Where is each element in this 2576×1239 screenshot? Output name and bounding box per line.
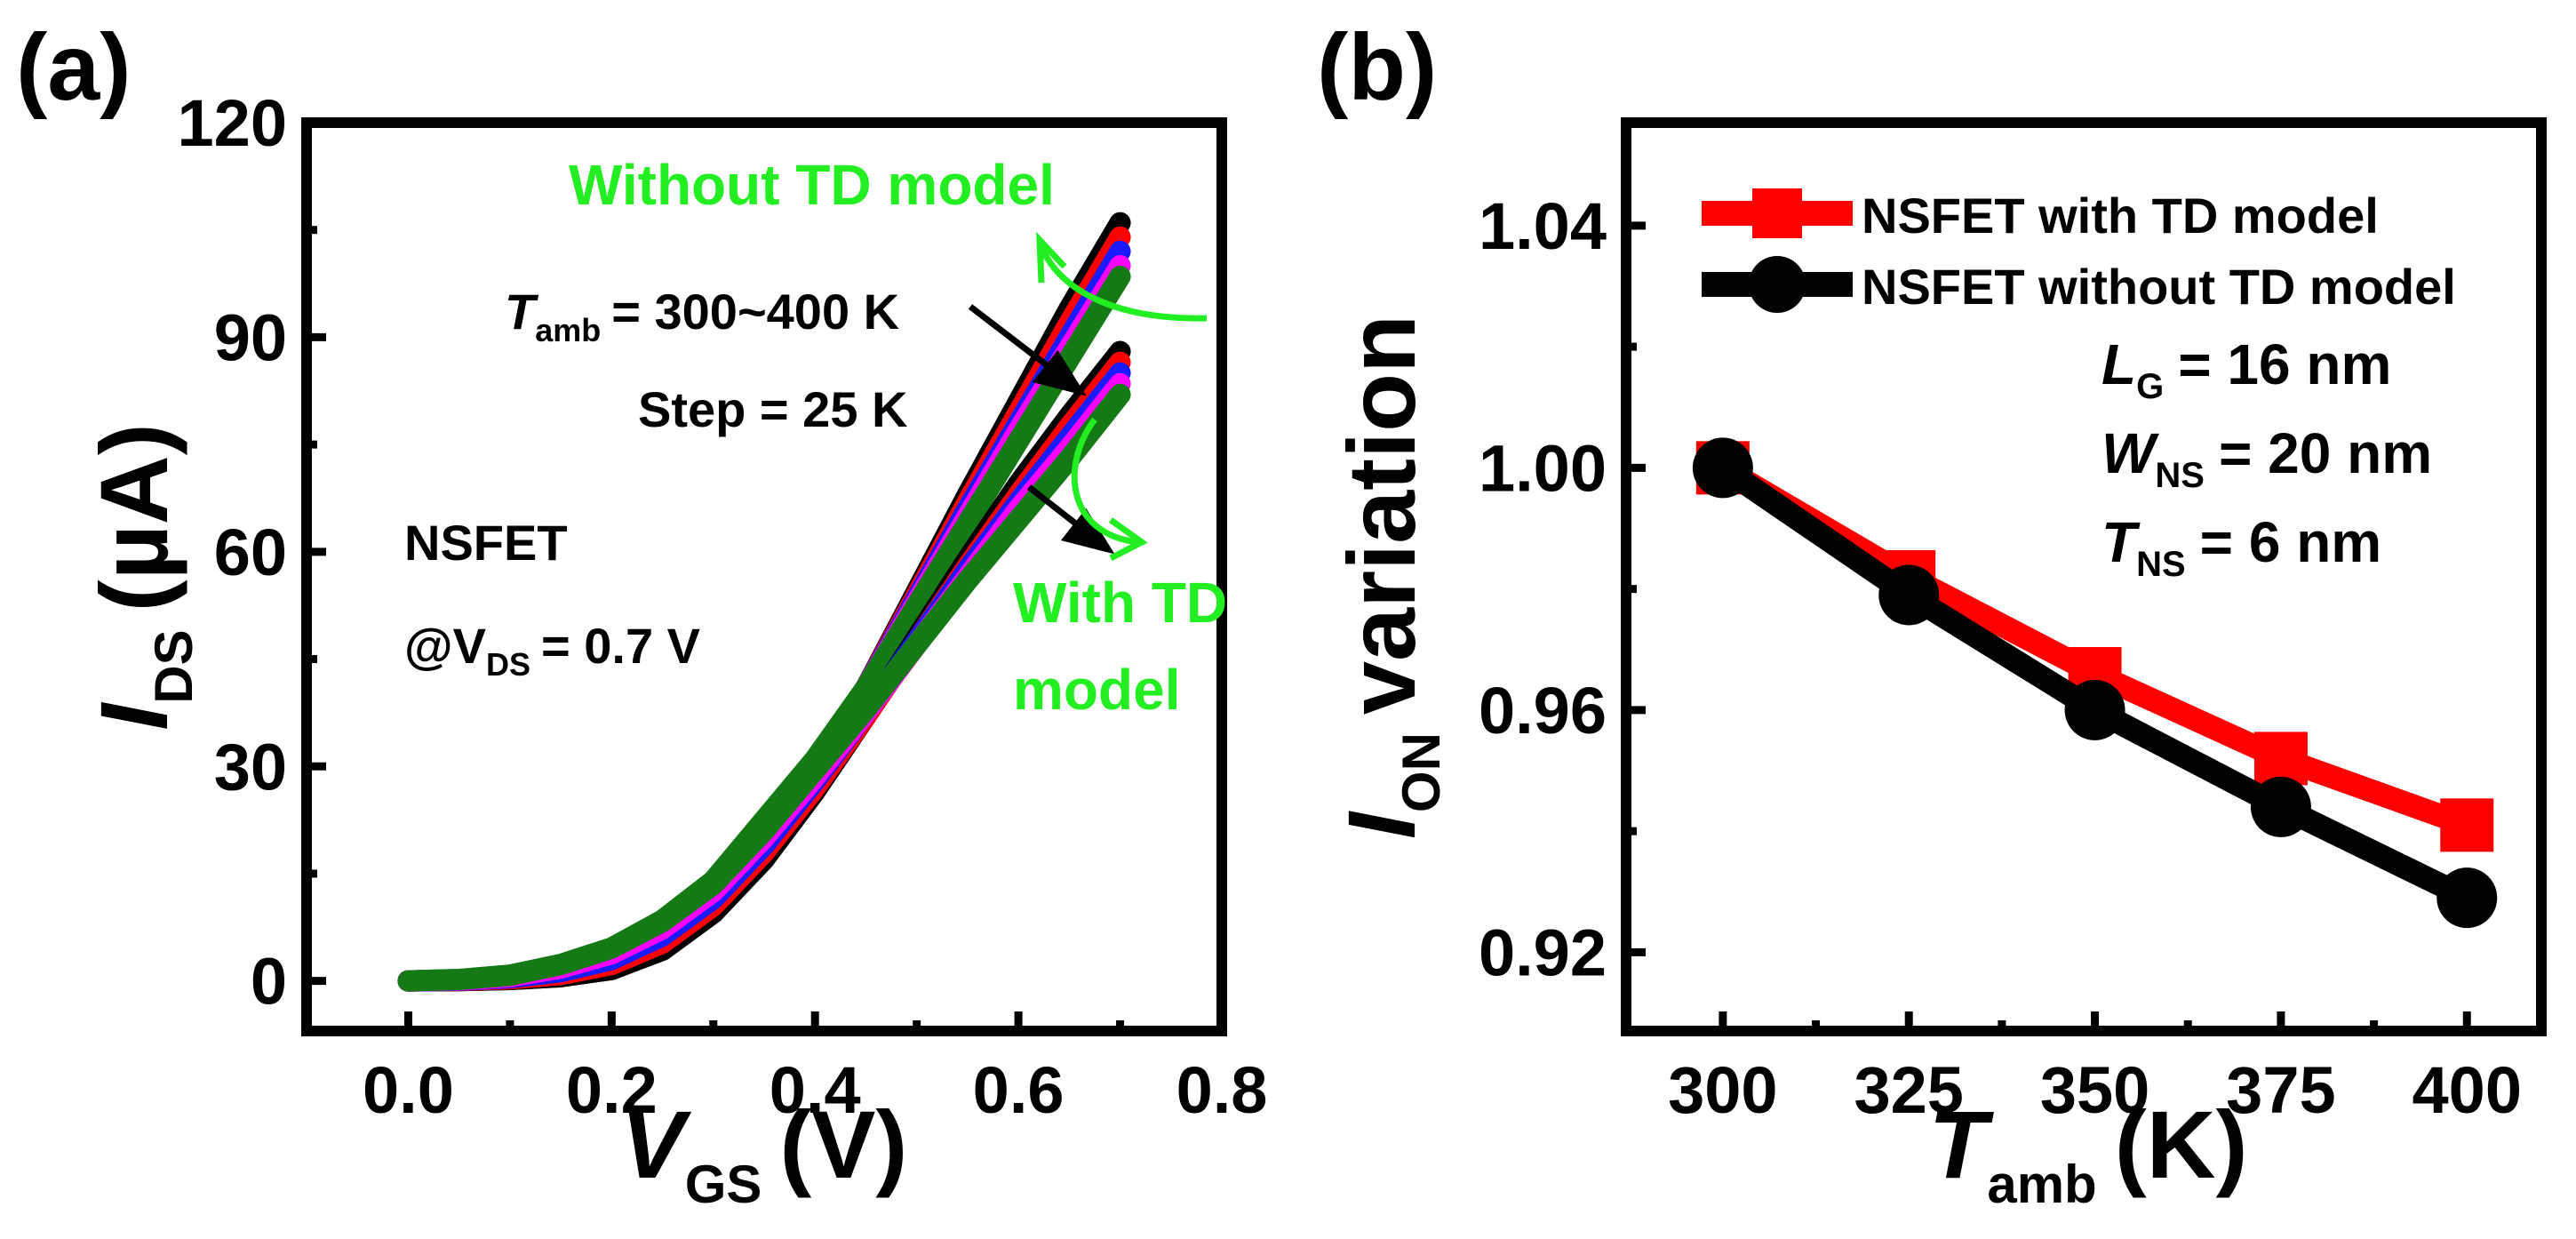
panel-a-y-tick-label: 30 <box>214 730 287 803</box>
green-arrowhead-with-td <box>1108 517 1148 562</box>
ion-point-series-1 <box>1692 437 1753 499</box>
panel-a-y-tick-label: 60 <box>214 516 287 589</box>
panel-a-frame <box>301 117 1227 1036</box>
step-annotation: Step = 25 K <box>638 381 907 437</box>
arrows-a <box>968 304 1115 555</box>
panel-b: (b) 300 325 350 375 400 0.92 0.96 1.00 1.04 Tamb… <box>1317 15 2547 1214</box>
panel-b-y-tick-label: 0.92 <box>1479 915 1607 989</box>
lg-parameter: LG = 16 nm <box>2101 332 2391 406</box>
ion-point-series-1 <box>1878 564 1940 626</box>
panel-a-x-tick-label: 0.0 <box>363 1053 454 1127</box>
panel-a-x-tick-label: 0.2 <box>566 1053 658 1127</box>
ion-point-series-0 <box>2440 798 2494 852</box>
legend-label-without-td: NSFET without TD model <box>1862 259 2456 315</box>
green-arrow-without-td <box>1038 245 1208 322</box>
tamb-range-annotation: Tamb = 300~400 K <box>505 284 899 348</box>
panel-a-y-tick-label: 90 <box>214 300 287 374</box>
panel-a-y-tick-label: 120 <box>178 86 287 160</box>
panel-b-x-axis-title: Tamb (K) <box>1928 1091 2247 1214</box>
panel-b-y-axis-title: IONvariation <box>1328 315 1451 839</box>
panel-a-plot-area <box>397 212 1131 992</box>
panel-b-plot-area <box>1692 437 2498 929</box>
tns-parameter: TNS = 6 nm <box>2101 510 2381 584</box>
ion-point-series-0 <box>2253 731 2308 786</box>
green-curved-arrows <box>1036 231 1208 562</box>
panel-a-ticks: 0.0 0.2 0.4 0.6 0.8 0 30 60 90 120 <box>178 86 1268 1127</box>
panel-b-y-tick-label: 0.96 <box>1479 674 1607 747</box>
panel-b-x-tick-label: 325 <box>1854 1053 1963 1127</box>
panel-a-x-axis-title: VGS (V) <box>621 1091 908 1214</box>
panel-b-x-tick-label: 350 <box>2040 1053 2149 1127</box>
panel-a-x-tick-label: 0.6 <box>973 1053 1065 1127</box>
with-td-annotation-line2: model <box>1013 658 1180 722</box>
panel-b-x-tick-label: 400 <box>2413 1053 2522 1127</box>
green-arrowhead-without-td <box>1036 231 1067 284</box>
legend-marker-square <box>1752 188 1802 238</box>
panel-b-legend: NSFET with TD model NSFET without TD mod… <box>1702 188 2456 315</box>
ion-point-series-1 <box>2436 867 2498 929</box>
vds-annotation: @VDS = 0.7 V <box>404 618 700 683</box>
tamb-arrowhead-upper <box>1032 349 1087 396</box>
iv-curve-series-9 <box>397 383 1131 992</box>
legend-marker-circle <box>1749 256 1806 313</box>
panel-b-label: (b) <box>1317 15 1437 120</box>
panel-b-y-tick-label: 1.00 <box>1479 431 1607 505</box>
panel-a-y-tick-label: 0 <box>251 945 287 1019</box>
with-td-annotation-line1: With TD <box>1013 571 1227 635</box>
without-td-annotation: Without TD model <box>569 153 1055 217</box>
ion-point-series-1 <box>2064 679 2125 740</box>
green-arrow-with-td <box>1071 417 1138 546</box>
panel-a-y-axis-title: IDS(µA) <box>80 423 203 731</box>
panel-a-x-tick-label: 0.8 <box>1176 1053 1268 1127</box>
tamb-arrow-upper <box>968 304 1060 376</box>
device-annotation: NSFET <box>404 515 568 571</box>
panel-b-ticks: 300 325 350 375 400 0.92 0.96 1.00 1.04 <box>1479 189 2522 1127</box>
panel-a-x-tick-label: 0.4 <box>770 1053 861 1127</box>
tamb-arrowhead-lower <box>1060 508 1115 555</box>
legend-label-with-td: NSFET with TD model <box>1862 188 2379 244</box>
wns-parameter: WNS = 20 nm <box>2101 421 2432 495</box>
panel-b-frame <box>1621 117 2547 1036</box>
panel-a-label: (a) <box>16 15 132 120</box>
panel-b-x-tick-label: 375 <box>2226 1053 2335 1127</box>
panel-b-x-tick-label: 300 <box>1668 1053 1777 1127</box>
panel-b-y-tick-label: 1.04 <box>1479 189 1607 263</box>
ion-point-series-1 <box>2250 776 2311 837</box>
panel-a: (a) 0.0 0.2 0.4 0.6 0.8 0 30 60 90 120 VGS (V) IDS… <box>16 15 1267 1214</box>
